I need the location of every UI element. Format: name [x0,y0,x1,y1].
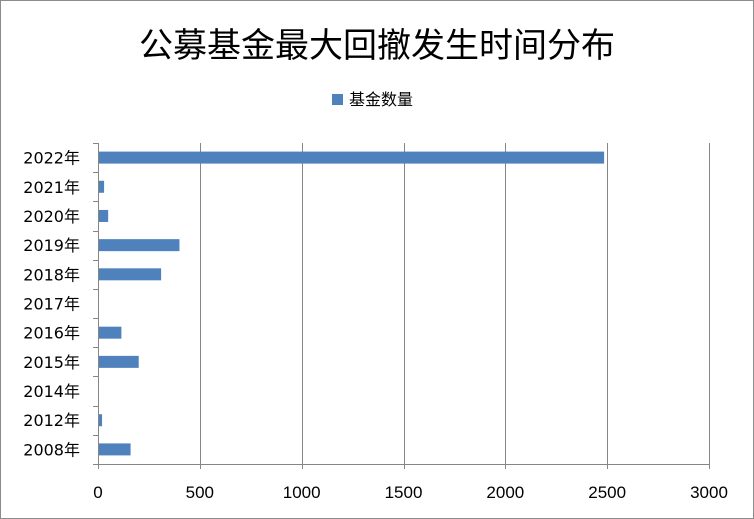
bar-2022年 [99,151,605,164]
bars [99,151,605,456]
category-label-2014年: 2014年 [23,382,80,401]
x-tick-label-500: 500 [186,483,214,502]
category-labels: 2022年 2021年 2020年 2019年 2018年 2017年 2016年 2015年… [23,149,80,460]
legend: 基金数量 [332,90,413,109]
bar-2021年 [99,180,105,193]
chart-title: 公募基金最大回撤发生时间分布 [139,26,615,66]
bar-2016年 [99,326,122,339]
category-label-2020年: 2020年 [23,207,80,226]
category-label-2015年: 2015年 [23,353,80,372]
legend-swatch [332,94,343,105]
axes [93,143,710,469]
bar-2019年 [99,239,180,252]
category-label-2018年: 2018年 [23,265,80,284]
bar-2015年 [99,355,139,368]
category-label-2021年: 2021年 [23,178,80,197]
bar-2018年 [99,268,162,281]
gridlines [200,143,710,464]
bar-2020年 [99,209,109,222]
category-label-2019年: 2019年 [23,236,80,255]
x-tick-label-1000: 1000 [283,483,321,502]
bar-2008年 [99,443,131,456]
x-tick-label-2500: 2500 [588,483,626,502]
x-tick-label-0: 0 [93,483,102,502]
legend-label: 基金数量 [349,90,413,109]
x-tick-label-2000: 2000 [486,483,524,502]
x-tick-label-1500: 1500 [385,483,423,502]
category-label-2017年: 2017年 [23,295,80,314]
category-label-2008年: 2008年 [23,440,80,459]
x-tick-label-3000: 3000 [690,483,728,502]
category-label-2016年: 2016年 [23,324,80,343]
category-label-2012年: 2012年 [23,411,80,430]
tick-labels: 0 500 1000 1500 2000 2500 3000 [93,483,728,502]
category-label-2022年: 2022年 [23,149,80,168]
bar-2012年 [99,414,103,427]
